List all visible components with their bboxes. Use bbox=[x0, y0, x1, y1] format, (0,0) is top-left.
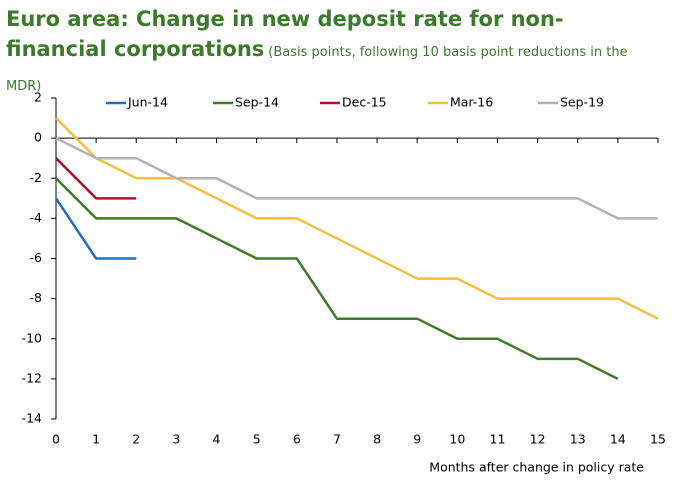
y-tick-label: -6 bbox=[30, 250, 43, 265]
y-tick-label: -8 bbox=[30, 290, 43, 305]
series-line bbox=[54, 197, 137, 260]
x-tick-label: 12 bbox=[530, 432, 546, 447]
title-block: Euro area: Change in new deposit rate fo… bbox=[6, 4, 646, 102]
x-tick-label: 3 bbox=[172, 432, 180, 447]
y-tick-label: -4 bbox=[30, 210, 43, 225]
series-line bbox=[55, 157, 137, 200]
y-tick-label: -10 bbox=[22, 330, 42, 345]
series-line bbox=[55, 137, 658, 220]
y-tick-label: 2 bbox=[34, 90, 42, 105]
x-tick-label: 15 bbox=[650, 432, 666, 447]
legend-label: Sep-14 bbox=[235, 95, 279, 110]
x-tick-label: 5 bbox=[253, 432, 261, 447]
legend-label: Jun-14 bbox=[127, 95, 168, 110]
x-tick-label: 14 bbox=[610, 432, 626, 447]
x-tick-label: 2 bbox=[132, 432, 140, 447]
x-axis-label: Months after change in policy rate bbox=[429, 460, 644, 475]
series-line bbox=[55, 177, 619, 380]
x-tick-label: 8 bbox=[373, 432, 381, 447]
x-tick-label: 0 bbox=[52, 432, 60, 447]
x-tick-label: 11 bbox=[490, 432, 506, 447]
y-tick-label: -14 bbox=[22, 411, 42, 426]
y-tick-label: 0 bbox=[34, 130, 42, 145]
y-tick-label: -12 bbox=[22, 370, 42, 385]
y-tick-label: -2 bbox=[30, 170, 42, 185]
series-line bbox=[55, 117, 659, 320]
chart-title: Euro area: Change in new deposit rate fo… bbox=[6, 7, 564, 61]
x-tick-label: 4 bbox=[213, 432, 221, 447]
chart-subtitle: (Basis points, following 10 basis point … bbox=[6, 45, 628, 94]
legend-label: Sep-19 bbox=[560, 95, 604, 110]
legend-label: Mar-16 bbox=[450, 95, 493, 110]
x-tick-label: 7 bbox=[333, 432, 341, 447]
x-tick-label: 6 bbox=[293, 432, 301, 447]
x-tick-label: 1 bbox=[92, 432, 100, 447]
x-tick-label: 10 bbox=[449, 432, 465, 447]
legend-label: Dec-15 bbox=[342, 95, 387, 110]
x-tick-label: 9 bbox=[413, 432, 421, 447]
x-tick-label: 13 bbox=[570, 432, 586, 447]
